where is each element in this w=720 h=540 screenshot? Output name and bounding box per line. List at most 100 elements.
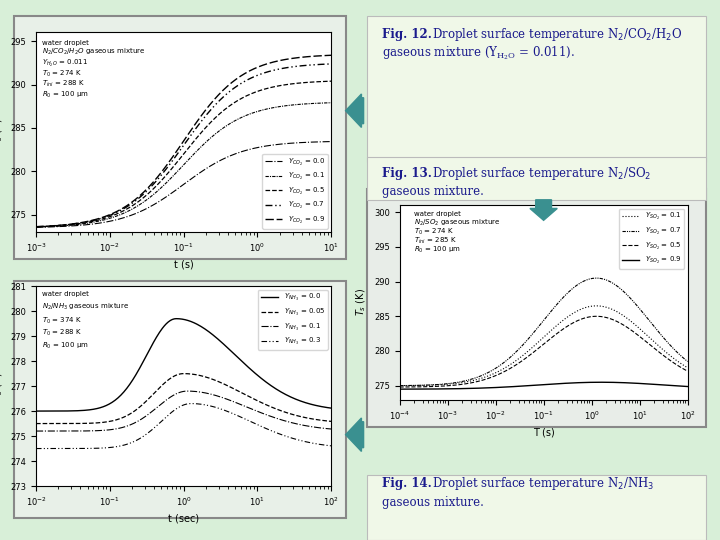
$Y_{NH_3}$ = 0.0 <box>172 315 181 322</box>
$Y_{NH_3}$ = 0.3 <box>213 404 222 411</box>
Text: $R_0$ = 100 µm: $R_0$ = 100 µm <box>414 245 461 255</box>
$Y_{NH_3}$ = 0.05 <box>32 420 41 427</box>
$Y_{SO_2}$ = 0.9 <box>566 380 575 386</box>
Text: gaseous mixture.: gaseous mixture. <box>382 185 483 199</box>
$Y_{SO_2}$ = 0.1 <box>683 364 692 371</box>
$Y_{SO_2}$ = 0.1 <box>639 329 647 335</box>
$Y_{SO_2}$ = 0.1 <box>592 302 600 309</box>
Text: water droplet: water droplet <box>414 211 461 217</box>
X-axis label: t (s): t (s) <box>174 260 194 270</box>
$Y_{NH_3}$ = 0.05 <box>208 376 217 382</box>
$Y_{SO_2}$ = 0.7 <box>572 283 580 289</box>
$Y_{NH_3}$ = 0.05 <box>207 376 216 382</box>
$Y_{NH_3}$ = 0.05 <box>180 370 189 377</box>
Text: water droplet: water droplet <box>42 40 89 46</box>
Text: $T_0$ = 374 K: $T_0$ = 374 K <box>42 315 82 326</box>
$Y_{SO_2}$ = 0.5 <box>683 368 692 374</box>
$Y_{NH_3}$ = 0.0 <box>300 399 309 406</box>
$Y_{SO_2}$ = 0.1 <box>572 308 580 315</box>
$Y_{SO_2}$ = 0.7 <box>566 287 575 294</box>
$Y_{SO_2}$ = 0.7 <box>592 275 600 281</box>
$Y_{NH_3}$ = 0.3 <box>32 446 41 452</box>
$Y_{NH_3}$ = 0.05 <box>32 420 40 427</box>
$Y_{SO_2}$ = 0.9 <box>639 380 647 387</box>
$Y_{SO_2}$ = 0.1 <box>395 382 404 389</box>
$Y_{NH_3}$ = 0.05 <box>327 418 336 424</box>
Text: $N_2/NH_3$ gaseous mixture: $N_2/NH_3$ gaseous mixture <box>42 302 129 312</box>
$Y_{NH_3}$ = 0.0 <box>208 332 217 338</box>
$Y_{NH_3}$ = 0.1 <box>183 388 192 394</box>
Line: $Y_{SO_2}$ = 0.1: $Y_{SO_2}$ = 0.1 <box>400 306 688 386</box>
X-axis label: T (s): T (s) <box>533 427 554 437</box>
$Y_{SO_2}$ = 0.1 <box>567 312 575 318</box>
$Y_{NH_3}$ = 0.3 <box>282 433 290 440</box>
$Y_{SO_2}$ = 0.7 <box>395 382 404 389</box>
$Y_{NH_3}$ = 0.0 <box>213 335 222 342</box>
$Y_{SO_2}$ = 0.9 <box>567 380 575 386</box>
Text: $Y_{H_2O}$ = 0.011: $Y_{H_2O}$ = 0.011 <box>42 58 88 70</box>
$Y_{NH_3}$ = 0.1 <box>282 418 290 424</box>
$Y_{SO_2}$ = 0.7 <box>396 382 405 389</box>
$Y_{NH_3}$ = 0.3 <box>208 403 217 410</box>
Line: $Y_{NH_3}$ = 0.05: $Y_{NH_3}$ = 0.05 <box>36 374 331 423</box>
$Y_{SO_2}$ = 0.1 <box>566 312 575 319</box>
Text: Droplet surface temperature N$_2$/SO$_2$: Droplet surface temperature N$_2$/SO$_2$ <box>432 165 652 182</box>
Text: Droplet surface temperature N$_2$/CO$_2$/H$_2$O: Droplet surface temperature N$_2$/CO$_2$… <box>432 26 683 43</box>
$Y_{SO_2}$ = 0.5 <box>657 351 666 357</box>
$Y_{SO_2}$ = 0.9 <box>572 380 580 386</box>
Text: $T_0$ = 274 K: $T_0$ = 274 K <box>414 227 454 237</box>
$Y_{SO_2}$ = 0.5 <box>566 321 575 328</box>
Text: $T_{ini}$ = 288 K: $T_{ini}$ = 288 K <box>42 79 85 90</box>
Y-axis label: $T_s$ (K): $T_s$ (K) <box>355 288 369 316</box>
$Y_{SO_2}$ = 0.5 <box>592 313 600 320</box>
$Y_{SO_2}$ = 0.7 <box>567 287 575 293</box>
Text: $R_0$ = 100 µm: $R_0$ = 100 µm <box>42 340 89 350</box>
Line: $Y_{SO_2}$ = 0.5: $Y_{SO_2}$ = 0.5 <box>400 316 688 387</box>
Text: $N_2/SO_2$ gaseous mixture: $N_2/SO_2$ gaseous mixture <box>414 218 500 228</box>
Text: $T_0$ = 288 K: $T_0$ = 288 K <box>42 328 82 338</box>
$Y_{NH_3}$ = 0.05 <box>282 409 290 416</box>
Text: Droplet surface temperature N$_2$/NH$_3$: Droplet surface temperature N$_2$/NH$_3$ <box>432 475 654 492</box>
$Y_{NH_3}$ = 0.1 <box>32 428 41 434</box>
$Y_{NH_3}$ = 0.1 <box>300 422 309 429</box>
$Y_{NH_3}$ = 0.3 <box>186 400 195 407</box>
$Y_{NH_3}$ = 0.0 <box>207 330 216 337</box>
Text: Fig. 13.: Fig. 13. <box>382 167 436 180</box>
$Y_{NH_3}$ = 0.05 <box>213 378 222 384</box>
$Y_{SO_2}$ = 0.5 <box>639 336 647 342</box>
$Y_{SO_2}$ = 0.9 <box>597 379 606 386</box>
$Y_{NH_3}$ = 0.0 <box>32 408 41 414</box>
X-axis label: t (sec): t (sec) <box>168 514 199 524</box>
Line: $Y_{NH_3}$ = 0.3: $Y_{NH_3}$ = 0.3 <box>36 403 331 449</box>
$Y_{NH_3}$ = 0.0 <box>327 405 336 411</box>
Legend: $Y_{SO_2}$ = 0.1, $Y_{SO_2}$ = 0.7, $Y_{SO_2}$ = 0.5, $Y_{SO_2}$ = 0.9: $Y_{SO_2}$ = 0.1, $Y_{SO_2}$ = 0.7, $Y_{… <box>619 208 684 269</box>
Y-axis label: $T_s$ (K): $T_s$ (K) <box>0 372 5 400</box>
Y-axis label: $T_s$ (K): $T_s$ (K) <box>0 118 5 146</box>
Text: $R_0$ = 100 µm: $R_0$ = 100 µm <box>42 90 89 100</box>
Text: $T_{ini}$ = 285 K: $T_{ini}$ = 285 K <box>414 235 457 246</box>
Line: $Y_{NH_3}$ = 0.0: $Y_{NH_3}$ = 0.0 <box>36 319 331 411</box>
$Y_{SO_2}$ = 0.7 <box>657 332 666 339</box>
Line: $Y_{SO_2}$ = 0.9: $Y_{SO_2}$ = 0.9 <box>400 382 688 389</box>
$Y_{SO_2}$ = 0.5 <box>396 384 405 390</box>
Text: $T_0$ = 274 K: $T_0$ = 274 K <box>42 69 82 79</box>
Text: $N_2/CO_2/H_2O$ gaseous mixture: $N_2/CO_2/H_2O$ gaseous mixture <box>42 47 145 57</box>
$Y_{SO_2}$ = 0.7 <box>639 310 647 316</box>
Text: water droplet: water droplet <box>42 291 89 297</box>
$Y_{NH_3}$ = 0.0 <box>282 392 290 398</box>
$Y_{SO_2}$ = 0.5 <box>567 321 575 327</box>
Line: $Y_{NH_3}$ = 0.1: $Y_{NH_3}$ = 0.1 <box>36 391 331 431</box>
$Y_{NH_3}$ = 0.1 <box>32 428 40 434</box>
Text: Fig. 14.: Fig. 14. <box>382 477 436 490</box>
$Y_{NH_3}$ = 0.1 <box>207 391 216 397</box>
$Y_{NH_3}$ = 0.0 <box>32 408 40 414</box>
Text: Fig. 12.: Fig. 12. <box>382 28 436 41</box>
$Y_{NH_3}$ = 0.05 <box>300 414 309 421</box>
$Y_{SO_2}$ = 0.5 <box>395 384 404 390</box>
$Y_{SO_2}$ = 0.5 <box>572 318 580 325</box>
Text: gaseous mixture.: gaseous mixture. <box>382 496 483 509</box>
Text: gaseous mixture (Y$_{\mathregular{H_2O}}$ = 0.011).: gaseous mixture (Y$_{\mathregular{H_2O}}… <box>382 45 575 62</box>
$Y_{SO_2}$ = 0.7 <box>683 358 692 365</box>
$Y_{NH_3}$ = 0.1 <box>213 393 222 399</box>
$Y_{SO_2}$ = 0.9 <box>395 386 404 393</box>
